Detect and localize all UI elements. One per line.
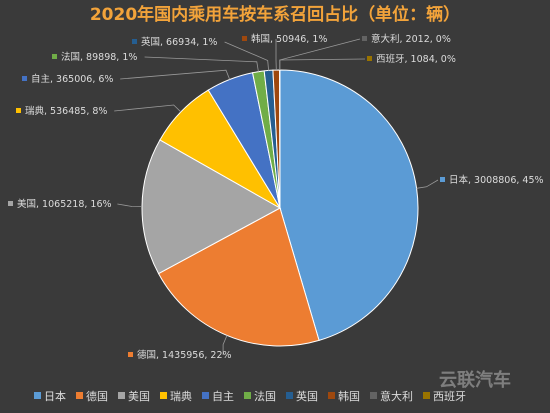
data-label-swatch-1 bbox=[128, 352, 133, 357]
legend-item-1: 德国 bbox=[76, 389, 108, 403]
data-label-name-4: 自主 bbox=[31, 73, 50, 85]
legend-label-4: 自主 bbox=[212, 390, 234, 403]
data-label-value-2: , 1065218, 16% bbox=[36, 199, 112, 210]
data-label-name-8: 意大利 bbox=[371, 33, 400, 45]
legend-swatch-5 bbox=[244, 392, 251, 399]
data-label-value-7: , 50946, 1% bbox=[270, 34, 327, 45]
data-label-1: 德国, 1435956, 22% bbox=[128, 349, 232, 361]
data-label-name-0: 日本 bbox=[449, 174, 469, 186]
legend-label-9: 西班牙 bbox=[433, 390, 466, 403]
data-label-name-9: 西班牙 bbox=[376, 53, 405, 65]
legend-item-7: 韩国 bbox=[328, 389, 360, 403]
legend-label-8: 意大利 bbox=[380, 389, 413, 403]
data-label-text-7: 韩国, 50946, 1% bbox=[251, 33, 327, 45]
data-label-5: 法国, 89898, 1% bbox=[52, 51, 137, 63]
legend-swatch-7 bbox=[328, 392, 335, 399]
legend-label-0: 日本 bbox=[44, 389, 66, 403]
data-label-text-3: 瑞典, 536485, 8% bbox=[25, 105, 107, 117]
leader-line-6 bbox=[224, 41, 269, 71]
pie-slice-2 bbox=[141, 139, 282, 275]
data-label-swatch-5 bbox=[52, 54, 57, 59]
data-label-4: 自主, 365006, 6% bbox=[22, 73, 113, 85]
data-label-6: 英国, 66934, 1% bbox=[132, 36, 217, 48]
data-label-value-8: , 2012, 0% bbox=[400, 34, 451, 45]
data-label-swatch-7 bbox=[242, 36, 247, 41]
legend-label-6: 英国 bbox=[296, 389, 318, 403]
data-label-value-5: , 89898, 1% bbox=[80, 52, 137, 63]
legend-item-0: 日本 bbox=[34, 389, 66, 403]
legend-item-8: 意大利 bbox=[370, 389, 413, 403]
data-label-swatch-6 bbox=[132, 39, 137, 44]
legend-label-5: 法国 bbox=[254, 389, 276, 403]
data-label-text-0: 日本, 3008806, 45% bbox=[449, 174, 544, 186]
data-label-value-9: , 1084, 0% bbox=[405, 54, 456, 65]
legend-swatch-9 bbox=[423, 392, 430, 399]
data-label-swatch-2 bbox=[8, 201, 13, 206]
legend-item-5: 法国 bbox=[244, 389, 276, 403]
data-label-value-6: , 66934, 1% bbox=[160, 37, 217, 48]
chart-title: 2020年国内乘用车按车系召回占比（单位：辆） bbox=[90, 4, 460, 25]
data-label-text-8: 意大利, 2012, 0% bbox=[371, 33, 451, 45]
data-label-3: 瑞典, 536485, 8% bbox=[16, 105, 107, 117]
data-label-swatch-9 bbox=[367, 56, 372, 61]
data-label-text-6: 英国, 66934, 1% bbox=[141, 36, 217, 48]
data-label-name-6: 英国 bbox=[141, 36, 160, 48]
data-label-0: 日本, 3008806, 45% bbox=[440, 174, 544, 186]
pie-slices bbox=[141, 69, 419, 347]
legend-item-2: 美国 bbox=[118, 390, 150, 403]
data-label-2: 美国, 1065218, 16% bbox=[8, 198, 112, 210]
data-label-name-2: 美国 bbox=[17, 198, 36, 210]
data-label-name-3: 瑞典 bbox=[25, 105, 45, 117]
watermark-text: 云联汽车 bbox=[439, 369, 511, 391]
data-label-name-1: 德国 bbox=[137, 349, 156, 361]
leader-line-2 bbox=[117, 203, 143, 207]
data-label-8: 意大利, 2012, 0% bbox=[362, 33, 451, 45]
data-label-text-9: 西班牙, 1084, 0% bbox=[376, 53, 456, 65]
legend-swatch-2 bbox=[118, 392, 125, 399]
legend-swatch-1 bbox=[76, 392, 83, 399]
leader-line-4 bbox=[120, 69, 231, 80]
legend-swatch-8 bbox=[370, 392, 377, 399]
legend-swatch-4 bbox=[202, 392, 209, 399]
legend-item-9: 西班牙 bbox=[423, 390, 466, 403]
pie-slice-0 bbox=[279, 69, 419, 341]
data-label-swatch-0 bbox=[440, 177, 445, 182]
data-label-value-1: , 1435956, 22% bbox=[156, 350, 232, 361]
legend-item-3: 瑞典 bbox=[160, 389, 192, 403]
legend-label-2: 美国 bbox=[128, 390, 150, 403]
legend-label-1: 德国 bbox=[86, 389, 108, 403]
legend-swatch-3 bbox=[160, 392, 167, 399]
legend: 日本 德国 美国 瑞典 自主 法国 英国 韩国 意大利 西班牙 bbox=[34, 389, 466, 403]
legend-label-3: 瑞典 bbox=[170, 389, 192, 403]
data-label-value-3: , 536485, 8% bbox=[44, 106, 107, 117]
leader-line-5 bbox=[144, 56, 259, 72]
leader-lines bbox=[114, 38, 439, 355]
leader-line-3 bbox=[114, 104, 182, 113]
data-label-swatch-8 bbox=[362, 36, 367, 41]
data-labels: 日本, 3008806, 45% 德国, 1435956, 22% 美国, 1065… bbox=[8, 33, 544, 361]
legend-swatch-0 bbox=[34, 392, 41, 399]
legend-item-6: 英国 bbox=[286, 389, 318, 403]
legend-item-4: 自主 bbox=[202, 390, 234, 403]
data-label-swatch-3 bbox=[16, 108, 21, 113]
data-label-value-0: , 3008806, 45% bbox=[468, 175, 544, 186]
data-label-7: 韩国, 50946, 1% bbox=[242, 33, 327, 45]
data-label-9: 西班牙, 1084, 0% bbox=[367, 53, 456, 65]
legend-swatch-6 bbox=[286, 392, 293, 399]
data-label-value-4: , 365006, 6% bbox=[50, 74, 113, 85]
legend-label-7: 韩国 bbox=[338, 389, 360, 403]
data-label-text-5: 法国, 89898, 1% bbox=[61, 51, 137, 63]
data-label-name-5: 法国 bbox=[61, 51, 80, 63]
leader-line-9 bbox=[279, 58, 366, 70]
leader-line-0 bbox=[416, 179, 439, 189]
data-label-swatch-4 bbox=[22, 76, 27, 81]
data-label-name-7: 韩国 bbox=[251, 33, 270, 45]
data-label-text-2: 美国, 1065218, 16% bbox=[17, 198, 112, 210]
leader-line-1 bbox=[222, 335, 228, 355]
data-label-text-1: 德国, 1435956, 22% bbox=[137, 349, 232, 361]
data-label-text-4: 自主, 365006, 6% bbox=[31, 73, 113, 85]
